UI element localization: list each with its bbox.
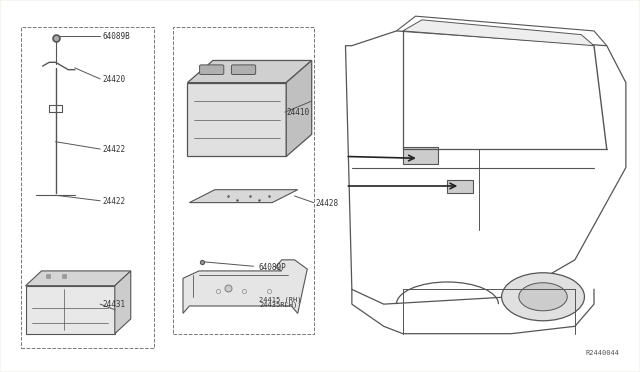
Text: 24422: 24422 — [102, 197, 125, 206]
Text: 64089B: 64089B — [102, 32, 130, 41]
Polygon shape — [183, 260, 307, 313]
Text: 24435RLH): 24435RLH) — [259, 302, 298, 308]
FancyBboxPatch shape — [232, 65, 255, 74]
Bar — [173, 27, 314, 334]
Polygon shape — [189, 190, 298, 203]
Text: R2440044: R2440044 — [586, 350, 620, 356]
FancyBboxPatch shape — [200, 65, 224, 74]
Bar — [188, 83, 286, 157]
Circle shape — [519, 283, 567, 311]
Polygon shape — [188, 61, 312, 83]
Polygon shape — [115, 271, 131, 334]
Text: 64089P: 64089P — [258, 263, 286, 272]
Text: 24428: 24428 — [316, 199, 339, 208]
Text: 24410: 24410 — [286, 108, 309, 118]
Bar — [447, 180, 473, 193]
Polygon shape — [286, 61, 312, 157]
Polygon shape — [403, 20, 594, 46]
Text: 24415 (RH): 24415 (RH) — [259, 296, 302, 302]
Text: 24422: 24422 — [102, 145, 125, 154]
Polygon shape — [26, 271, 131, 286]
Bar — [20, 27, 154, 349]
Bar — [403, 147, 438, 164]
Circle shape — [502, 273, 584, 321]
Bar — [26, 286, 115, 334]
Text: 24420: 24420 — [102, 75, 125, 84]
Text: 24431: 24431 — [102, 300, 125, 310]
